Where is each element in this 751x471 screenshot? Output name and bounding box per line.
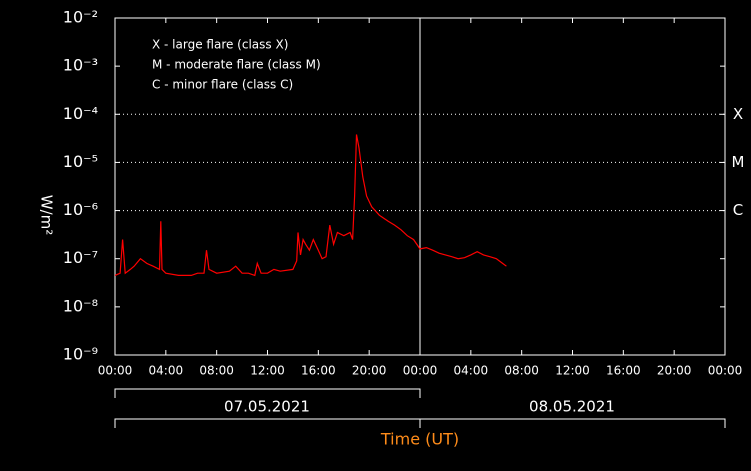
date-label: 08.05.2021 bbox=[529, 398, 615, 416]
x-tick-label: 20:00 bbox=[657, 364, 692, 378]
x-tick-label: 20:00 bbox=[352, 364, 387, 378]
y-tick-label: 10⁻⁸ bbox=[63, 296, 98, 315]
y-tick-label: 10⁻³ bbox=[63, 56, 98, 75]
y-tick-label: 10⁻⁵ bbox=[63, 152, 98, 171]
x-tick-label: 00:00 bbox=[708, 364, 743, 378]
x-axis-label: Time (UT) bbox=[380, 430, 459, 449]
x-tick-label: 00:00 bbox=[98, 364, 133, 378]
class-label: M bbox=[732, 153, 745, 171]
y-tick-label: 10⁻⁶ bbox=[63, 200, 98, 219]
x-tick-label: 16:00 bbox=[606, 364, 641, 378]
date-bracket bbox=[114, 388, 421, 398]
flux-line bbox=[114, 134, 507, 277]
legend-line: M - moderate flare (class M) bbox=[152, 58, 321, 72]
x-tick-label: 08:00 bbox=[504, 364, 539, 378]
x-tick-label: 12:00 bbox=[555, 364, 590, 378]
y-tick-label: 10⁻² bbox=[63, 8, 98, 27]
y-tick-label: 10⁻⁴ bbox=[63, 104, 98, 123]
legend-line: X - large flare (class X) bbox=[152, 38, 288, 52]
y-axis-label: W/m² bbox=[38, 195, 56, 236]
x-tick-label: 04:00 bbox=[149, 364, 184, 378]
date-label: 07.05.2021 bbox=[224, 398, 310, 416]
x-tick-label: 04:00 bbox=[454, 364, 489, 378]
class-label: C bbox=[733, 201, 743, 219]
legend-line: C - minor flare (class C) bbox=[152, 78, 293, 92]
y-tick-label: 10⁻⁷ bbox=[63, 248, 98, 267]
x-tick-label: 12:00 bbox=[250, 364, 285, 378]
axis-bracket bbox=[114, 418, 726, 428]
x-tick-label: 00:00 bbox=[403, 364, 438, 378]
x-tick-label: 16:00 bbox=[301, 364, 336, 378]
class-label: X bbox=[733, 105, 743, 123]
y-tick-label: 10⁻⁹ bbox=[63, 345, 98, 364]
x-tick-label: 08:00 bbox=[199, 364, 234, 378]
